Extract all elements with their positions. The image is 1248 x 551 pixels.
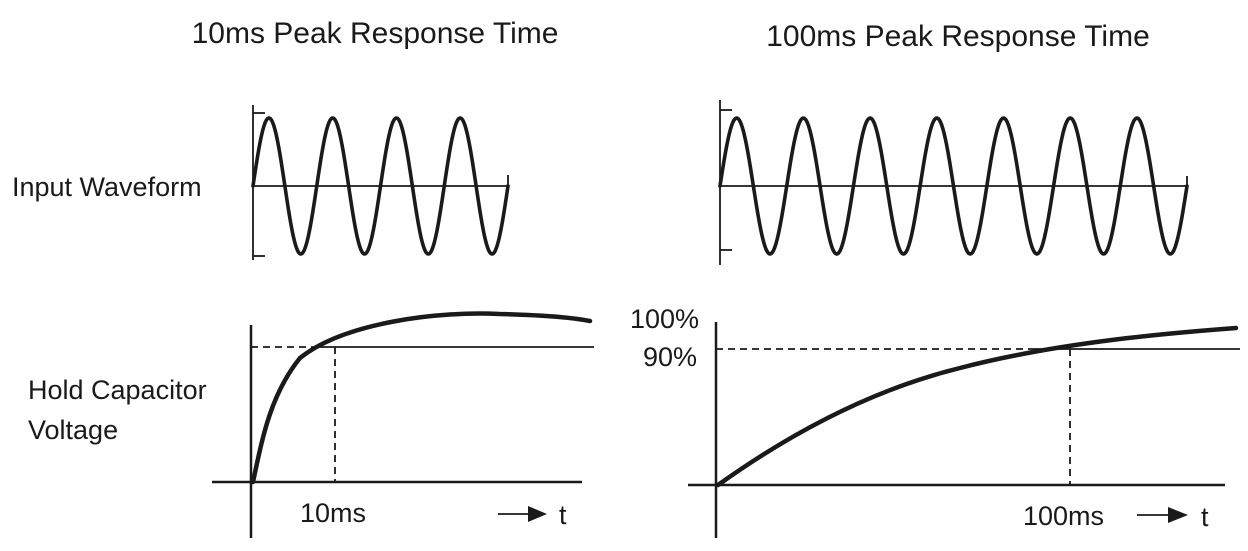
hold-capacitor-label: Hold Capacitor bbox=[28, 375, 207, 405]
left-t-axis-label: t bbox=[559, 500, 567, 530]
right-100-percent-label: 100% bbox=[630, 304, 699, 334]
left-t-arrow-head bbox=[528, 506, 547, 522]
right-panel-title: 100ms Peak Response Time bbox=[766, 20, 1150, 53]
left-response-curve bbox=[250, 311, 593, 485]
right-hold-capacitor-graph: 100% 90% 100ms t bbox=[630, 304, 1240, 538]
left-panel-title: 10ms Peak Response Time bbox=[192, 17, 559, 50]
left-input-waveform bbox=[251, 105, 510, 260]
left-hold-capacitor-graph: 10ms t bbox=[212, 311, 594, 538]
right-response-curve bbox=[715, 325, 1239, 488]
right-sine-wave bbox=[718, 116, 1189, 256]
right-t-axis-label: t bbox=[1201, 502, 1209, 532]
right-t-arrow-head bbox=[1168, 507, 1188, 523]
left-time-label: 10ms bbox=[300, 498, 366, 528]
voltage-label: Voltage bbox=[28, 415, 118, 445]
input-waveform-label: Input Waveform bbox=[12, 172, 202, 202]
left-sine-wave bbox=[251, 116, 510, 256]
right-90-percent-label: 90% bbox=[643, 342, 697, 372]
right-time-label: 100ms bbox=[1023, 501, 1104, 531]
right-input-waveform bbox=[718, 100, 1189, 265]
